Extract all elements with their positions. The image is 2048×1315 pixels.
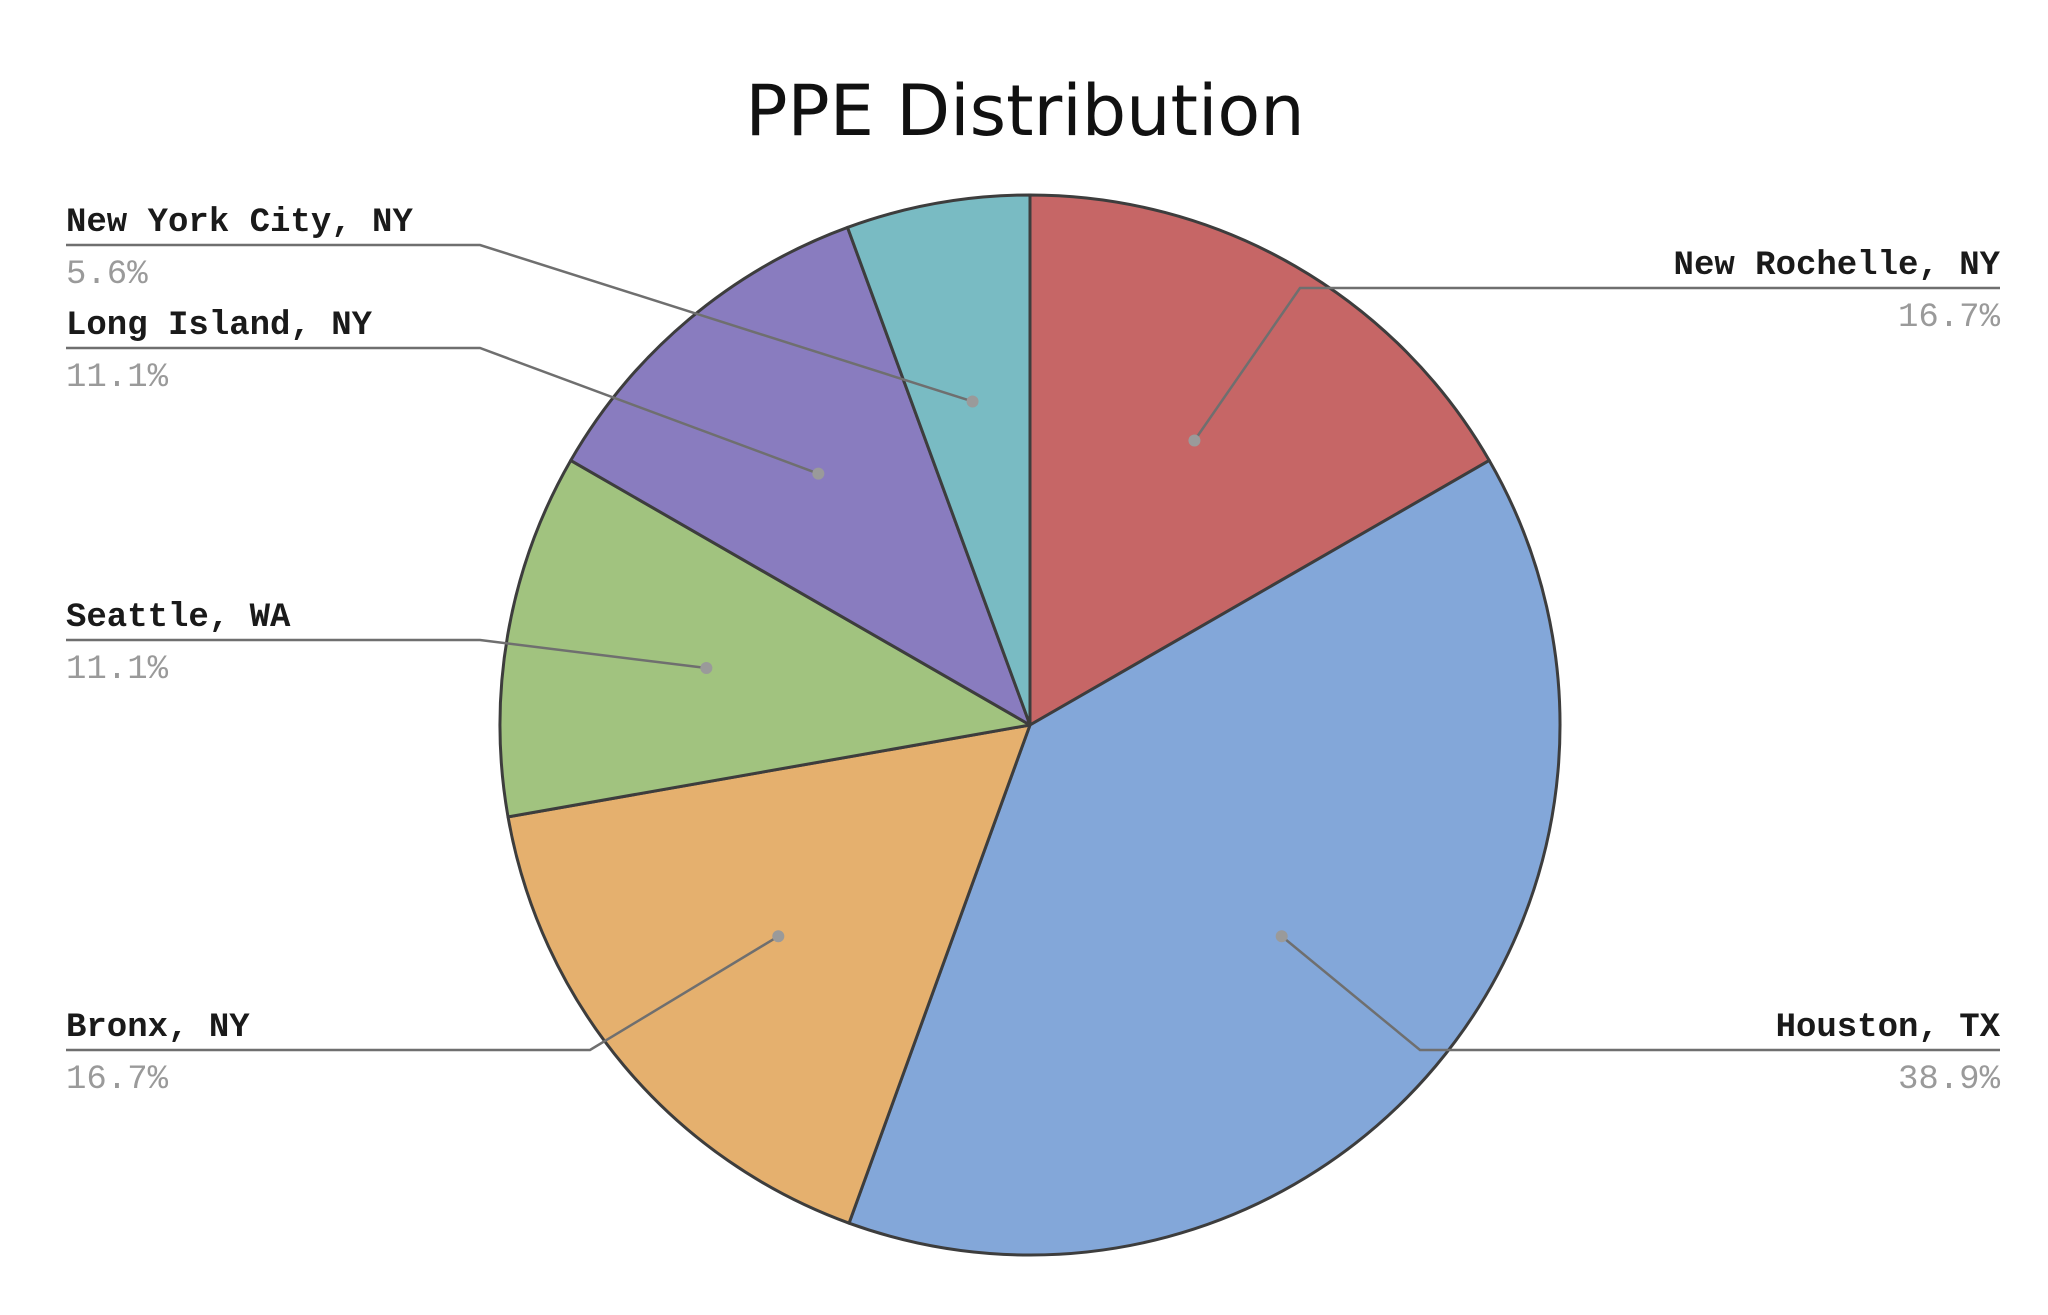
pie-slice-new-york-city-ny <box>846 193 1032 727</box>
pie-slice-long-island-ny <box>569 225 1032 727</box>
leader-dot <box>1275 930 1288 943</box>
slice-label: Seattle, WA <box>66 599 291 637</box>
slice-percentage: 5.6% <box>66 256 148 294</box>
slice-label: Bronx, NY <box>66 1009 250 1047</box>
slice-label: New Rochelle, NY <box>1674 247 2001 285</box>
leader-line <box>66 638 707 670</box>
leader-dot <box>966 395 979 408</box>
pie-slice-bronx-ny <box>506 723 1032 1225</box>
pie-labels: New Rochelle, NY 16.7% Houston, TX 38.9% Bro… <box>66 204 2001 1099</box>
leader-dot <box>772 930 785 943</box>
leader-dot <box>812 467 825 480</box>
slice-label: New York City, NY <box>66 204 413 242</box>
leader-line <box>66 935 779 1052</box>
leader-line <box>1193 286 2000 442</box>
slice-percentage: 11.1% <box>66 359 169 397</box>
chart-title: PPE Distribution <box>745 70 1304 152</box>
slice-percentage: 11.1% <box>66 651 169 689</box>
leader-dot <box>1188 434 1201 447</box>
pie-slice-houston-tx <box>847 458 1562 1257</box>
pie-slice-seattle-wa <box>498 458 1032 819</box>
slice-percentage: 16.7% <box>66 1061 169 1099</box>
slice-label: Long Island, NY <box>66 307 373 345</box>
leader-line <box>1280 935 2000 1052</box>
slice-percentage: 16.7% <box>1898 299 2001 337</box>
slice-label: Houston, TX <box>1776 1009 2001 1047</box>
leader-line <box>66 243 973 403</box>
pie-slices <box>498 193 1562 1257</box>
slice-percentage: 38.9% <box>1898 1061 2001 1099</box>
pie-slice-new-rochelle-ny <box>1028 193 1491 727</box>
leader-line <box>66 346 819 475</box>
leader-dot <box>700 662 713 675</box>
